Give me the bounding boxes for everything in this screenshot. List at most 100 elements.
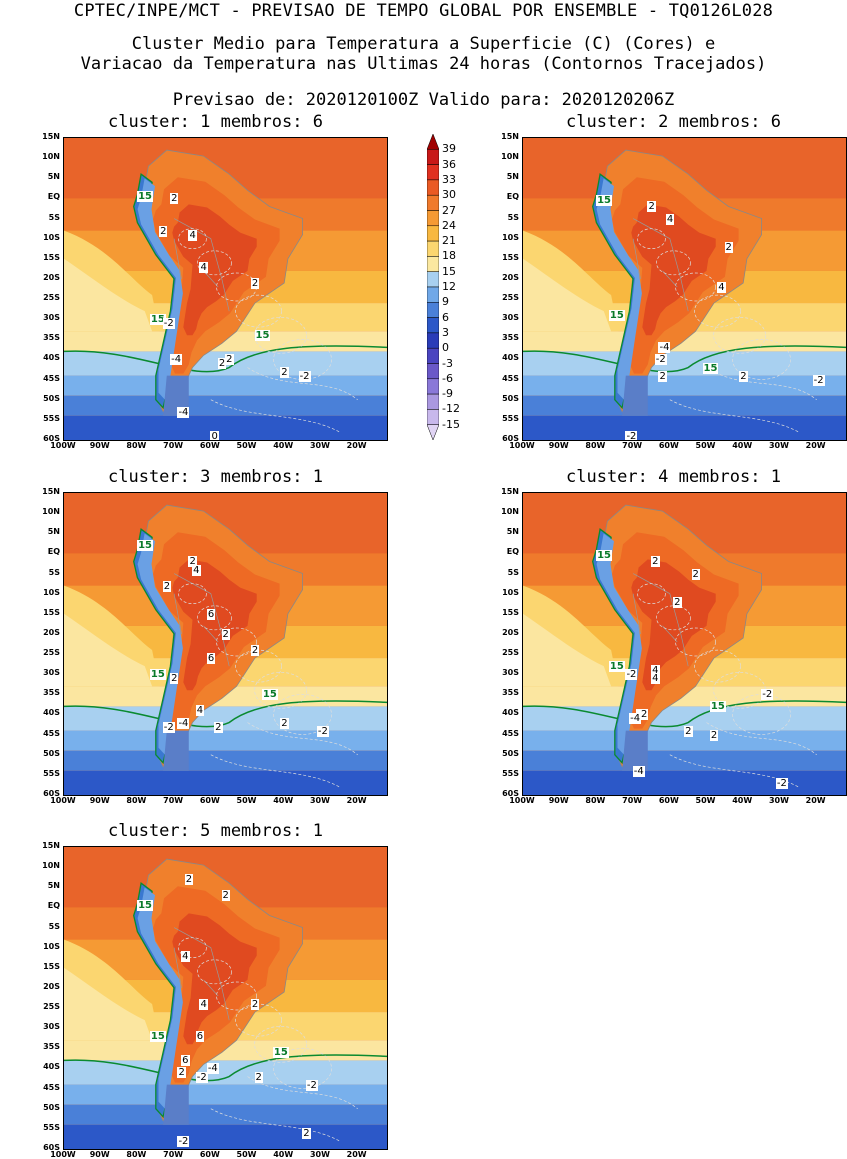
lat-tick-label: 20S [43, 981, 60, 991]
lon-tick-label: 80W [585, 796, 606, 805]
lat-tick-label: 50S [43, 393, 60, 403]
colorbar-label: -15 [442, 417, 460, 431]
lat-tick-label: 10N [501, 152, 519, 162]
lon-tick-label: 80W [126, 796, 147, 805]
contour-label: 2 [162, 580, 172, 592]
lat-tick-label: 5N [47, 527, 60, 537]
lat-tick-label: 5N [47, 881, 60, 891]
lat-tick-label: 20S [502, 627, 519, 637]
lat-tick-label: 5S [507, 212, 519, 222]
colorbar-segment [426, 347, 440, 364]
contour-label: 15 [254, 330, 271, 342]
lat-tick-label: 10S [43, 941, 60, 951]
contour-label: 2 [739, 370, 748, 382]
lon-tick-label: 60W [199, 796, 220, 805]
lon-tick-label: 20W [805, 796, 826, 805]
lat-tick-label: 50S [502, 393, 519, 403]
contour-label: 2 [280, 366, 289, 378]
lat-tick-label: 5N [47, 172, 60, 182]
contour-label: 15 [702, 362, 719, 374]
lat-tick-label: 15N [42, 841, 60, 850]
lat-tick-label: 30S [43, 313, 60, 323]
colorbar-segment [426, 179, 440, 196]
colorbar-segment [426, 378, 440, 395]
contour-label: 0 [210, 430, 219, 441]
colorbar-segment [426, 424, 440, 441]
contour-label: -2 [177, 1135, 190, 1147]
temperature-map-3: 15 15 15 2 4 2 6 2 6 2 2 4 -2 -4 2 2 -2 [63, 492, 388, 796]
lat-tick-label: 15S [502, 252, 519, 262]
contour-label: 4 [199, 999, 208, 1011]
lon-tick-label: 90W [548, 796, 569, 805]
lon-tick-label: 30W [309, 796, 330, 805]
contour-label: -2 [195, 1071, 208, 1083]
lat-tick-label: 10N [501, 507, 519, 517]
lat-tick-label: 40S [502, 353, 519, 363]
contour-label: -2 [812, 374, 825, 386]
lat-tick-label: 30S [43, 1022, 60, 1032]
contour-label: 4 [665, 213, 675, 225]
lat-tick-label: 25S [43, 648, 60, 658]
lon-tick-label: 100W [509, 441, 535, 450]
contour-label: 2 [217, 358, 227, 370]
colorbar-segment [426, 225, 440, 242]
lat-tick-label: 45S [502, 728, 519, 738]
colorbar-label: 21 [442, 234, 456, 248]
lat-tick-label: 15N [501, 487, 519, 496]
panel-title-1: cluster: 1 membros: 6 [108, 112, 323, 132]
lon-tick-label: 20W [346, 441, 367, 450]
contour-label: 2 [250, 645, 260, 657]
contour-label: 15 [149, 314, 166, 326]
lat-tick-label: 15S [43, 252, 60, 262]
lat-tick-label: 10N [42, 507, 60, 517]
colorbar-segment [426, 164, 440, 181]
lat-tick-label: 50S [43, 1102, 60, 1112]
lon-tick-label: 50W [236, 1150, 257, 1159]
contour-label: 15 [596, 550, 612, 562]
lon-tick-label: 40W [273, 1150, 294, 1159]
lat-tick-label: 25S [43, 293, 60, 303]
temperature-map-4: 15 15 15 2 2 2 4 4 -2 -2 -4 2 2 -2 -4 -2 [522, 492, 847, 796]
colorbar-label: -9 [442, 387, 453, 401]
contour-label: -2 [162, 318, 175, 330]
lat-tick-label: EQ [506, 547, 519, 557]
lat-tick-label: 45S [502, 373, 519, 383]
contour-label: 4 [181, 950, 190, 962]
lon-tick-label: 50W [695, 796, 716, 805]
colorbar-label: -12 [442, 402, 460, 416]
contour-label: 4 [195, 705, 205, 717]
contour-label: 2 [225, 354, 234, 366]
lon-tick-label: 100W [50, 1150, 76, 1159]
lat-tick-label: 5S [48, 921, 60, 931]
colorbar-label: 39 [442, 142, 456, 156]
contour-label: 15 [608, 310, 625, 322]
lon-tick-label: 70W [622, 441, 643, 450]
colorbar-segment [426, 271, 440, 288]
contour-label: -2 [761, 689, 774, 701]
contour-label: 15 [137, 191, 153, 203]
lat-tick-label: 15N [42, 487, 60, 496]
contour-label: 4 [651, 673, 660, 685]
lon-tick-label: 50W [695, 441, 716, 450]
lat-tick-label: 25S [43, 1002, 60, 1012]
contour-label: 4 [192, 564, 201, 576]
temperature-map-5: 15 15 15 2 2 4 2 4 6 6 -4 -2 2 2 -2 2 -2 [63, 846, 388, 1150]
lon-tick-label: 80W [126, 1150, 147, 1159]
lat-tick-label: 40S [43, 1062, 60, 1072]
lon-tick-label: 50W [236, 796, 257, 805]
contour-label: 2 [221, 628, 230, 640]
contour-label: 4 [651, 665, 660, 677]
lon-tick-label: 40W [732, 441, 753, 450]
colorbar-label: 33 [442, 172, 456, 186]
contour-label: 15 [149, 669, 166, 681]
contour-label: 2 [684, 725, 693, 737]
panel-title-4: cluster: 4 membros: 1 [566, 467, 781, 487]
contour-label: 2 [280, 717, 289, 729]
contour-label: -2 [775, 777, 788, 789]
colorbar-label: -3 [442, 356, 453, 370]
contour-label: 2 [658, 370, 667, 382]
lon-tick-label: 30W [768, 796, 789, 805]
contour-label: -4 [629, 713, 642, 725]
colorbar-label: -6 [442, 371, 453, 385]
contour-label: -2 [298, 370, 311, 382]
